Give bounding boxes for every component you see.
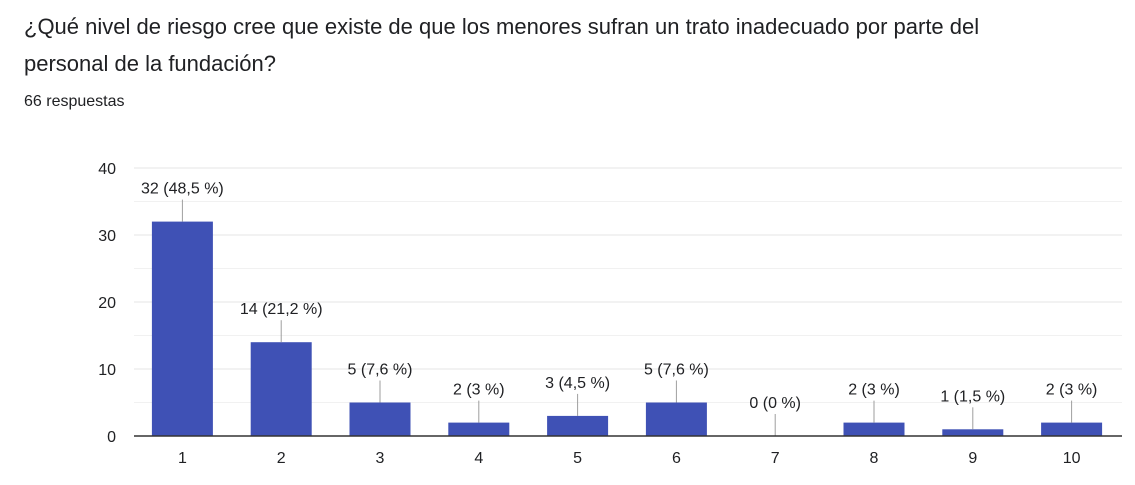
x-tick-label: 9: [968, 450, 977, 467]
bar: [1041, 422, 1103, 436]
data-label: 3 (4,5 %): [545, 375, 610, 392]
data-label: 0 (0 %): [749, 395, 801, 412]
y-tick-label: 40: [98, 161, 116, 178]
x-tick-label: 8: [870, 450, 879, 467]
response-count: 66 respuestas: [24, 93, 125, 110]
bar: [349, 402, 411, 436]
bar: [942, 429, 1004, 436]
data-label: 2 (3 %): [848, 382, 900, 399]
x-tick-label: 3: [376, 450, 385, 467]
bar: [151, 221, 213, 436]
x-tick-label: 10: [1063, 450, 1081, 467]
question-title: ¿Qué nivel de riesgo cree que existe de …: [24, 14, 980, 76]
y-tick-label: 30: [98, 228, 116, 245]
data-label: 5 (7,6 %): [644, 362, 709, 379]
y-tick-label: 20: [98, 295, 116, 312]
bar: [547, 415, 609, 436]
bar: [448, 422, 510, 436]
y-tick-label: 10: [98, 362, 116, 379]
bar: [843, 422, 905, 436]
x-tick-label: 2: [277, 450, 286, 467]
bar: [250, 342, 312, 436]
data-label: 2 (3 %): [453, 382, 505, 399]
bar: [645, 402, 707, 436]
data-label: 32 (48,5 %): [141, 181, 224, 198]
x-tick-label: 1: [178, 450, 187, 467]
data-label: 14 (21,2 %): [240, 301, 323, 318]
x-tick-label: 7: [771, 450, 780, 467]
data-label: 2 (3 %): [1046, 382, 1098, 399]
x-tick-label: 5: [573, 450, 582, 467]
data-label: 5 (7,6 %): [348, 362, 413, 379]
y-tick-label: 0: [107, 429, 116, 446]
x-tick-label: 6: [672, 450, 681, 467]
data-label: 1 (1,5 %): [940, 388, 1005, 405]
x-tick-label: 4: [474, 450, 483, 467]
